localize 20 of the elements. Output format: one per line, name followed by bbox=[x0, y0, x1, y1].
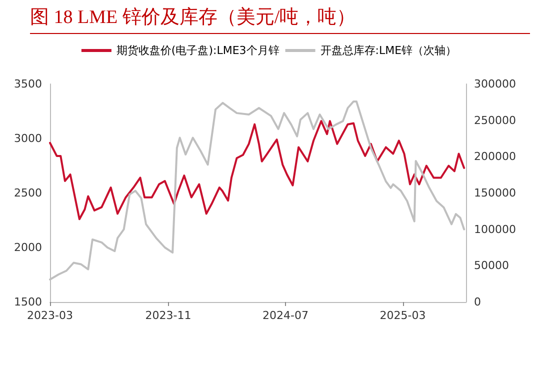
line-series bbox=[49, 120, 466, 220]
y2-tick-label: 200000 bbox=[474, 150, 516, 164]
y2-tick-label: 100000 bbox=[474, 222, 516, 236]
y2-tick-label: 0 bbox=[474, 296, 481, 308]
y2-tick-label: 250000 bbox=[474, 114, 516, 127]
y-tick-label: 3000 bbox=[14, 132, 42, 145]
y-tick-label: 2000 bbox=[14, 241, 42, 254]
y-tick-label: 1500 bbox=[14, 296, 42, 308]
chart-title: 图 18 LME 锌价及库存（美元/吨，吨） bbox=[30, 4, 530, 34]
x-tick-label: 2024-07 bbox=[262, 309, 308, 322]
y2-tick-label: 300000 bbox=[474, 78, 516, 90]
legend-label: 开盘总库存:LME锌（次轴） bbox=[320, 44, 457, 57]
y2-tick-label: 50000 bbox=[474, 259, 509, 272]
y2-tick-label: 150000 bbox=[474, 186, 516, 200]
x-tick-label: 2023-11 bbox=[145, 309, 192, 322]
y-tick-label: 2500 bbox=[14, 186, 42, 200]
x-tick-label: 2025-03 bbox=[380, 309, 426, 322]
x-tick-label: 2023-03 bbox=[27, 309, 73, 322]
y-tick-label: 3500 bbox=[14, 78, 42, 90]
legend-label: 期货收盘价(电子盘):LME3个月锌 bbox=[116, 44, 280, 57]
